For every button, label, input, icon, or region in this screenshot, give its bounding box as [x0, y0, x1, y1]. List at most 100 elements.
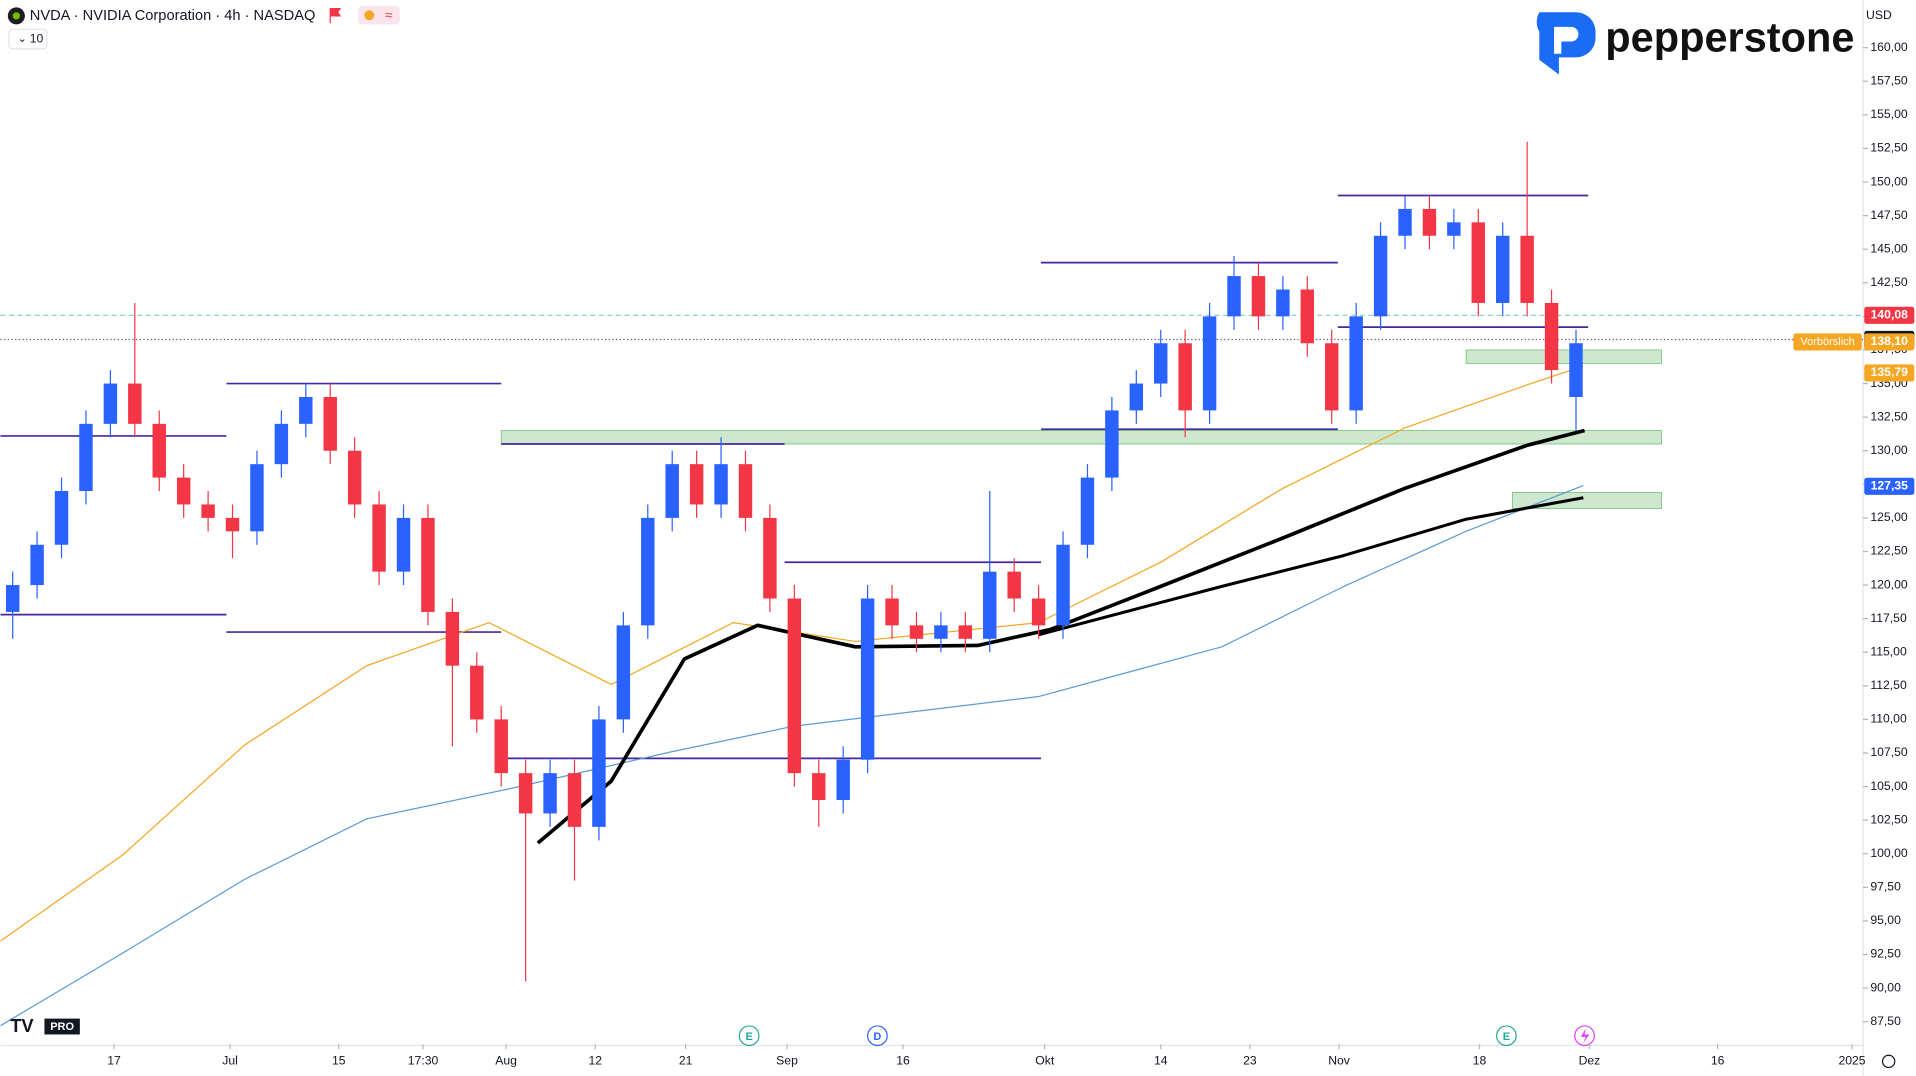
flag-icon — [329, 7, 342, 24]
candle-body — [1129, 383, 1144, 411]
y-tick-label: 92,50 — [1870, 947, 1901, 961]
candle-body — [396, 517, 411, 572]
candle-body — [714, 464, 728, 505]
y-tick-label: 132,50 — [1870, 409, 1908, 423]
plot-area — [0, 141, 1864, 1027]
price-label-box — [1864, 333, 1915, 351]
y-tick-label: 155,00 — [1870, 107, 1908, 121]
candle-body — [176, 477, 191, 505]
candle-body — [299, 396, 313, 424]
zone — [1465, 349, 1662, 364]
x-tick-label: Nov — [1328, 1054, 1351, 1068]
candle-body — [1178, 343, 1192, 411]
x-tick-label: 16 — [1711, 1054, 1725, 1068]
status-wave: ≈ — [385, 7, 392, 22]
x-tick-label: 18 — [1473, 1054, 1487, 1068]
candle-body — [250, 464, 264, 532]
brand-name: pepperstone — [1605, 13, 1854, 60]
candle-body — [1056, 544, 1070, 626]
candle-body — [372, 504, 386, 572]
y-tick-label: 110,00 — [1870, 712, 1907, 726]
x-tick-label: 23 — [1243, 1054, 1257, 1068]
y-tick-label: 142,50 — [1870, 275, 1908, 289]
candle-body — [885, 598, 899, 626]
candle-body — [5, 585, 20, 612]
moving-average — [1038, 496, 1584, 637]
candle-body — [763, 517, 777, 599]
candle-body — [494, 719, 508, 774]
candle-body — [225, 517, 240, 532]
y-tick-label: 95,00 — [1870, 913, 1901, 927]
candle-body — [1471, 222, 1486, 303]
candle-body — [1154, 343, 1168, 384]
interval-value: 10 — [30, 31, 44, 45]
y-tick-label: 157,50 — [1870, 73, 1908, 87]
price-label: 127,35 — [1871, 479, 1909, 493]
brand-logo-p — [1554, 26, 1579, 54]
brand-logo — [1536, 12, 1596, 75]
event-label: D — [873, 1031, 881, 1043]
candle-body — [54, 491, 69, 545]
event-marker[interactable] — [1495, 1025, 1517, 1047]
candle-body — [689, 464, 704, 505]
candle-body — [543, 773, 557, 814]
y-tick-label: 152,50 — [1870, 141, 1908, 155]
candle-body — [421, 517, 435, 612]
y-tick-label: 145,00 — [1870, 241, 1908, 255]
x-tick-label: Dez — [1579, 1054, 1601, 1068]
candle-body — [323, 396, 337, 451]
candle-body — [1031, 598, 1046, 626]
y-tick-label: 147,50 — [1870, 208, 1908, 222]
candle-body — [1251, 276, 1266, 317]
pro-label: PRO — [50, 1021, 74, 1033]
x-tick-label: 17 — [107, 1054, 121, 1068]
y-tick-label: 87,50 — [1870, 1014, 1901, 1028]
candle-body — [103, 383, 118, 424]
price-label-box — [1864, 306, 1915, 324]
candle-body — [665, 464, 679, 518]
candle-body — [445, 611, 460, 666]
candle-body — [836, 759, 850, 801]
candle-body — [738, 464, 753, 518]
candle-body — [201, 504, 215, 518]
zone — [500, 430, 1662, 445]
candle-body — [1349, 316, 1363, 411]
y-tick-label: 150,00 — [1870, 174, 1908, 188]
price-label: 140,08 — [1871, 308, 1909, 322]
moving-average — [0, 485, 1584, 1027]
settings[interactable] — [1881, 1054, 1896, 1069]
tv-logo: TV — [10, 1015, 34, 1036]
y-tick-label: 120,00 — [1870, 577, 1908, 591]
event-marker[interactable] — [867, 1025, 888, 1047]
y-tick-label: 112,50 — [1870, 678, 1907, 692]
interval-box[interactable] — [8, 28, 48, 50]
x-tick-label: Okt — [1035, 1054, 1055, 1068]
flash-event[interactable] — [1574, 1025, 1595, 1047]
brand: pepperstone — [1536, 12, 1854, 75]
price-label: 135,79 — [1871, 365, 1909, 379]
candle-body — [983, 571, 997, 639]
x-tick-label: 12 — [588, 1054, 602, 1068]
y-tick-label: 102,50 — [1870, 812, 1908, 826]
candle-body — [152, 423, 166, 478]
candle-body — [1276, 289, 1290, 317]
candle-body — [1496, 235, 1510, 303]
candle-body — [592, 719, 606, 827]
y-tick-label: 160,00 — [1870, 40, 1908, 54]
candle-body — [128, 383, 142, 424]
y-tick-label: 115,00 — [1870, 644, 1907, 658]
price-label-box — [1864, 477, 1915, 495]
price-label: 138,10 — [1871, 334, 1909, 348]
candle-body — [470, 665, 484, 720]
candle-body — [1202, 316, 1217, 411]
moving-average — [536, 428, 1586, 845]
market-status-icon[interactable] — [364, 10, 375, 21]
event-marker[interactable] — [738, 1025, 760, 1047]
x-tick-label: Aug — [495, 1054, 517, 1068]
pro-badge — [44, 1018, 80, 1035]
settings-icon[interactable] — [1881, 1054, 1896, 1069]
candle-body — [1544, 302, 1559, 371]
event-label: E — [1503, 1031, 1510, 1043]
